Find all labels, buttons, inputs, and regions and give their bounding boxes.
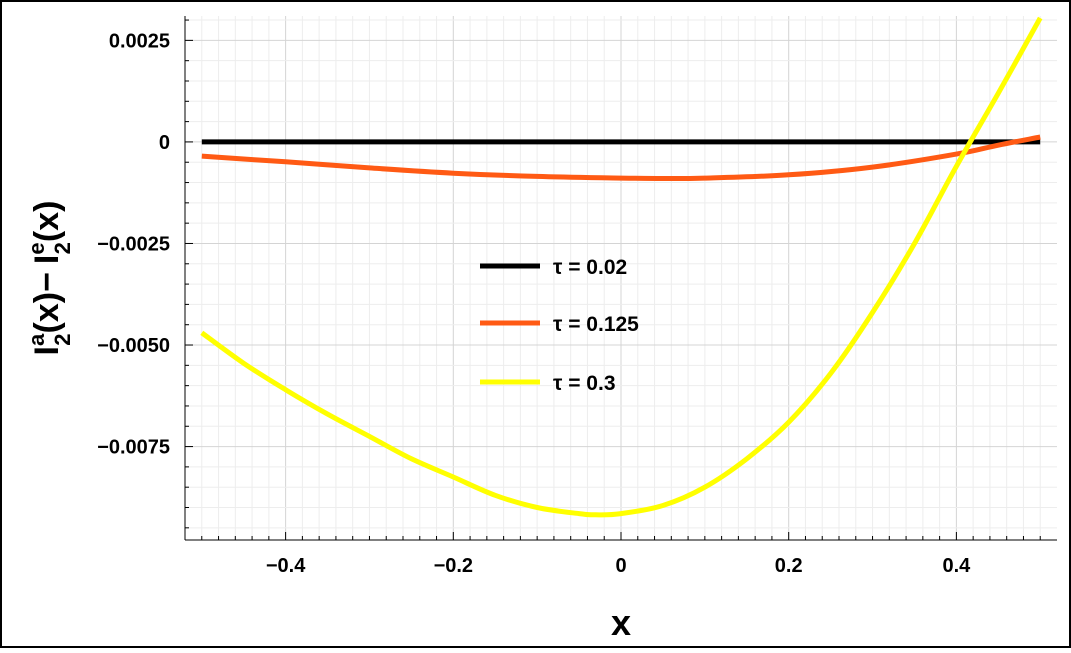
x-tick-label: −0.2: [434, 555, 473, 577]
y-tick-label: −0.0025: [97, 233, 170, 255]
legend-label-tau-0-02: τ = 0.02: [553, 256, 627, 279]
legend: τ = 0.02 τ = 0.125 τ = 0.3: [480, 256, 639, 395]
y-tick-label: −0.0075: [97, 437, 170, 459]
series-lines: [200, 16, 1043, 518]
y-tick-label: 0: [159, 132, 170, 154]
ticks: −0.4 −0.2 0 0.2 0.4 0.0025 0 −0.0025 −0.0050 −0.0…: [97, 19, 1041, 577]
legend-label-tau-0-125: τ = 0.125: [553, 313, 639, 336]
x-tick-label: 0.2: [775, 555, 803, 577]
x-tick-label: 0.4: [942, 555, 971, 577]
y-axis-title: Ia2(x)−Ie2(x): [24, 201, 75, 356]
legend-label-tau-0-3: τ = 0.3: [553, 372, 616, 395]
series-line-1: [201, 134, 1041, 182]
x-axis-title: x: [611, 602, 631, 643]
y-tick-label: −0.0050: [97, 335, 170, 357]
x-tick-label: −0.4: [266, 555, 306, 577]
x-tick-label: 0: [615, 555, 626, 577]
y-tick-label: 0.0025: [109, 30, 170, 52]
series-line-2: [200, 16, 1043, 518]
